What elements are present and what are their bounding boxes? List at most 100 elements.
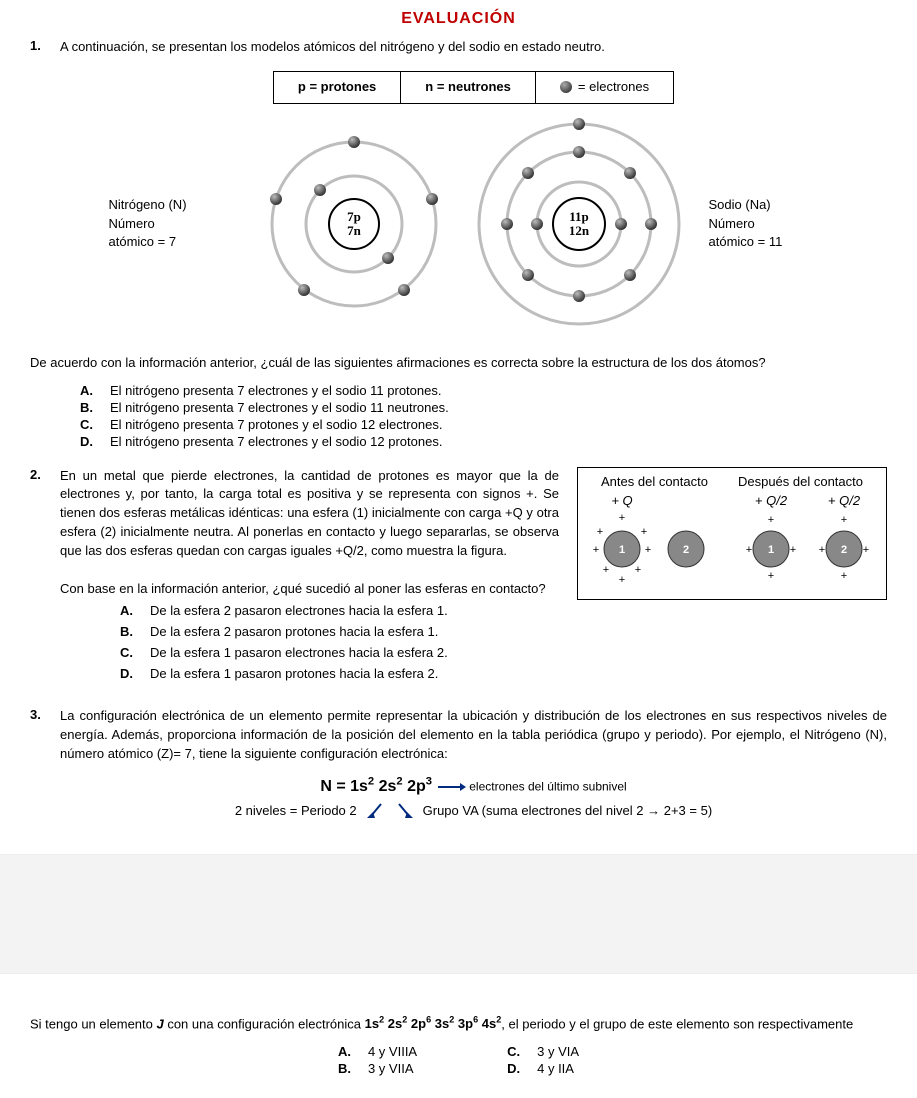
svg-text:+: + <box>768 570 774 582</box>
q3b-opt-b: B. 3 y VIIA <box>338 1061 417 1076</box>
svg-text:+: + <box>768 514 774 526</box>
note-group: Grupo VA (suma electrones del nivel 2 → … <box>423 802 713 821</box>
q1-intro: A continuación, se presentan los modelos… <box>60 38 887 57</box>
opt-text: 3 y VIIA <box>368 1061 414 1076</box>
svg-text:+: + <box>790 544 796 556</box>
legend-n-text: n = neutrones <box>425 78 511 97</box>
svg-text:+: + <box>819 544 825 556</box>
opt-letter: A. <box>120 602 140 621</box>
sodium-label: Sodio (Na) Número atómico = 11 <box>709 196 839 251</box>
legend-protons: p = protones <box>273 71 401 104</box>
electron-icon <box>560 81 572 93</box>
opt-letter: D. <box>80 434 100 449</box>
opt-letter: C. <box>120 644 140 663</box>
svg-text:2: 2 <box>841 544 847 556</box>
svg-text:+: + <box>619 574 625 586</box>
svg-text:+: + <box>597 526 603 538</box>
legend-e-text: = electrones <box>578 78 649 97</box>
q3b-options: A. 4 y VIIIA B. 3 y VIIA C.3 y VIA D. 4 y I… <box>30 1042 887 1078</box>
q2-para1: En un metal que pierde electrones, la ca… <box>60 467 559 561</box>
legend-neutrons: n = neutrones <box>401 71 536 104</box>
opt-letter: C. <box>507 1044 527 1059</box>
legend-electrons: = electrones <box>536 71 674 104</box>
question-3: 3. La configuración electrónica de un el… <box>30 707 887 828</box>
fig-h2: Después del contacto <box>738 474 863 489</box>
svg-text:+: + <box>863 544 869 556</box>
question-2-body: En un metal que pierde electrones, la ca… <box>60 467 887 686</box>
opt-letter: C. <box>80 417 100 432</box>
q3-para: La configuración electrónica de un eleme… <box>60 707 887 764</box>
svg-text:+: + <box>635 564 641 576</box>
question-2: 2. En un metal que pierde electrones, la… <box>30 467 887 686</box>
svg-text:2: 2 <box>683 544 689 556</box>
opt-text: 4 y VIIIA <box>368 1044 417 1059</box>
arrow-right-icon <box>436 780 466 794</box>
opt-text: De la esfera 1 pasaron protones hacia la… <box>150 665 438 684</box>
sodium-name: Sodio (Na) <box>709 197 771 212</box>
q2-opt-a: A.De la esfera 2 pasaron electrones haci… <box>120 602 559 621</box>
arrow-down-right-icon <box>395 802 413 822</box>
na-nuc1: 11p <box>569 209 589 224</box>
note-right: electrones del último subnivel <box>469 780 626 794</box>
question-3-body: La configuración electrónica de un eleme… <box>60 707 887 828</box>
svg-text:+: + <box>641 526 647 538</box>
q2-opt-c: C. De la esfera 1 pasaron electrones haci… <box>120 644 559 663</box>
opt-text: 4 y IIA <box>537 1061 574 1076</box>
question-number: 3. <box>30 707 48 828</box>
opt-letter: B. <box>80 400 100 415</box>
opt-text: De la esfera 2 pasaron protones hacia la… <box>150 623 438 642</box>
nitrogen-atom-diagram: 7p 7n <box>259 129 449 319</box>
q2-opt-b: B. De la esfera 2 pasaron protones hacia … <box>120 623 559 642</box>
sodium-atom-diagram: 11p 12n <box>469 114 689 334</box>
svg-text:+: + <box>619 512 625 524</box>
atom-diagrams: Nitrógeno (N) Número atómico = 7 7p 7n <box>60 114 887 334</box>
note-left: 2 niveles = Periodo 2 <box>235 802 357 821</box>
page-title: EVALUACIÓN <box>30 10 887 28</box>
q3b-opt-c: C.3 y VIA <box>507 1044 579 1059</box>
opt-text: El nitrógeno presenta 7 electrones y el … <box>110 400 449 415</box>
svg-text:1: 1 <box>619 544 625 556</box>
nitrogen-name: Nitrógeno (N) <box>109 197 187 212</box>
opt-letter: A. <box>338 1044 358 1059</box>
arrow-down-left-icon <box>367 802 385 822</box>
q2-opt-d: D. De la esfera 1 pasaron protones hacia … <box>120 665 559 684</box>
svg-text:+: + <box>593 544 599 556</box>
fig-h1: Antes del contacto <box>601 474 708 489</box>
q1-opt-d: D. El nitrógeno presenta 7 electrones y e… <box>80 434 887 449</box>
q1-followup: De acuerdo con la información anterior, … <box>30 354 887 373</box>
opt-letter: B. <box>338 1061 358 1076</box>
svg-text:+: + <box>746 544 752 556</box>
q2-figure: Antes del contacto Después del contacto … <box>577 467 887 600</box>
spheres-diagram: + Q 1 + + + + + + + + 2 + Q/2 <box>586 491 880 586</box>
nitrogen-l2: Número <box>109 216 155 231</box>
opt-text: El nitrógeno presenta 7 electrones y el … <box>110 434 442 449</box>
nitrogen-label: Nitrógeno (N) Número atómico = 7 <box>109 196 239 251</box>
config-diagram: N = 1s2 2s2 2p3 electrones del último su… <box>60 773 887 822</box>
opt-text: De la esfera 1 pasaron electrones hacia … <box>150 644 448 663</box>
opt-letter: B. <box>120 623 140 642</box>
svg-text:+: + <box>603 564 609 576</box>
svg-text:+: + <box>841 570 847 582</box>
n-nuc1: 7p <box>347 209 361 224</box>
question-number: 1. <box>30 38 48 346</box>
opt-letter: A. <box>80 383 100 398</box>
svg-text:+ Q/2: + Q/2 <box>828 493 861 508</box>
q1-opt-c: C. El nitrógeno presenta 7 protones y el … <box>80 417 887 432</box>
q1-opt-b: B. El nitrógeno presenta 7 electrones y e… <box>80 400 887 415</box>
config-formula: N = 1s2 2s2 2p3 <box>320 778 432 795</box>
legend: p = protones n = neutrones = electrones <box>60 71 887 104</box>
na-nuc2: 12n <box>568 223 589 238</box>
opt-text: El nitrógeno presenta 7 electrones y el … <box>110 383 441 398</box>
q1-options: A. El nitrógeno presenta 7 electrones y e… <box>80 383 887 449</box>
svg-text:+: + <box>645 544 651 556</box>
n-nuc2: 7n <box>347 223 362 238</box>
opt-letter: D. <box>120 665 140 684</box>
opt-letter: D. <box>507 1061 527 1076</box>
sodium-l2: Número <box>709 216 755 231</box>
svg-text:+ Q/2: + Q/2 <box>755 493 788 508</box>
opt-text: El nitrógeno presenta 7 protones y el so… <box>110 417 442 432</box>
q3b-opt-d: D. 4 y IIA <box>507 1061 579 1076</box>
q3b-opt-a: A. 4 y VIIIA <box>338 1044 417 1059</box>
q2-para2: Con base en la información anterior, ¿qu… <box>60 580 559 599</box>
question-1-body: A continuación, se presentan los modelos… <box>60 38 887 346</box>
